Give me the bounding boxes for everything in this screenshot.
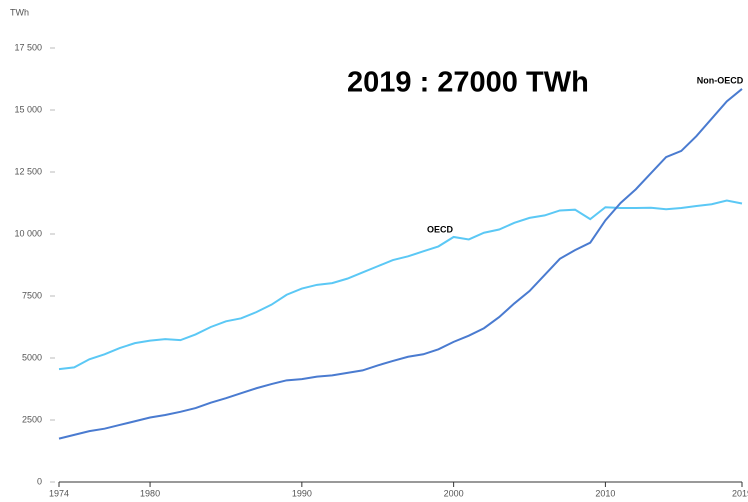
y-tick-label: 10 000 <box>14 228 42 238</box>
series-label: OECD <box>427 224 454 234</box>
y-tick-label: 12 500 <box>14 166 42 176</box>
series-label: Non-OECD <box>697 75 744 85</box>
y-tick-label: 0 <box>37 476 42 486</box>
x-tick-label: 1990 <box>292 488 312 498</box>
annotation: 2019 : 27000 TWh <box>347 67 589 99</box>
x-tick-label: 2019 <box>732 488 748 498</box>
x-tick-label: 1974 <box>49 488 69 498</box>
y-tick-label: 2500 <box>22 414 42 424</box>
y-tick-label: 7500 <box>22 290 42 300</box>
x-tick-label: 2010 <box>595 488 615 498</box>
x-tick-label: 2000 <box>444 488 464 498</box>
y-tick-label: 15 000 <box>14 104 42 114</box>
y-tick-label: 5000 <box>22 352 42 362</box>
x-tick-label: 1980 <box>140 488 160 498</box>
y-tick-label: 17 500 <box>14 42 42 52</box>
series-line <box>58 199 743 371</box>
y-axis-label: TWh <box>10 7 29 17</box>
series-line <box>58 88 743 440</box>
